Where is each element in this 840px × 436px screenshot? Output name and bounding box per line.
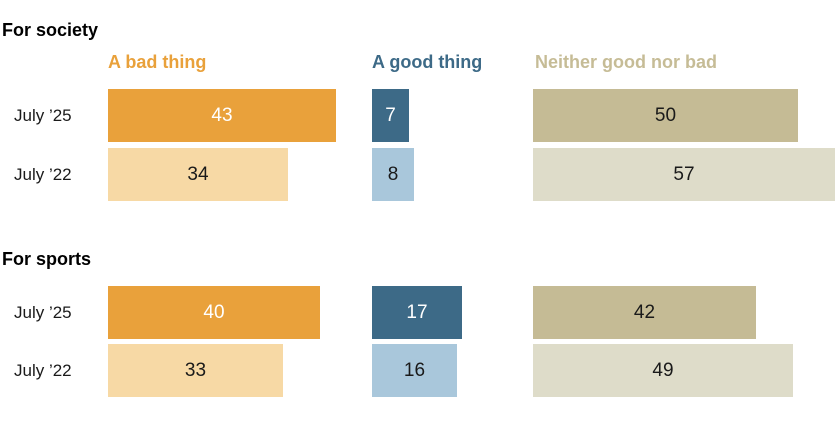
bar-value-label: 57 — [673, 164, 695, 185]
row-label: July ’25 — [14, 302, 72, 322]
row-label: July ’22 — [14, 360, 72, 380]
bar-neither-july22: 49 — [533, 344, 793, 397]
bar-neither-july25: 42 — [533, 286, 756, 339]
bar-value-label: 8 — [387, 164, 399, 185]
bar-good-july25: 7 — [372, 89, 409, 142]
bar-value-label: 40 — [203, 302, 225, 323]
bar-good-july22: 16 — [372, 344, 457, 397]
bar-value-label: 7 — [385, 105, 396, 126]
column-header-neither-good-nor-bad: Neither good nor bad — [535, 52, 717, 72]
column-header-bad-thing: A bad thing — [108, 52, 207, 72]
section-title-sports: For sports — [2, 249, 92, 269]
bar-value-label: 43 — [211, 105, 233, 126]
bar-value-label: 42 — [633, 302, 656, 323]
bar-value-label: 16 — [403, 360, 426, 381]
bar-good-july22: 8 — [372, 148, 414, 201]
bar-value-label: 34 — [187, 164, 209, 185]
bar-bad-july22: 33 — [108, 344, 283, 397]
row-label: July ’25 — [14, 105, 72, 125]
section-title-society: For society — [2, 20, 99, 40]
bar-neither-july22: 57 — [533, 148, 835, 201]
bar-good-july25: 17 — [372, 286, 462, 339]
column-header-good-thing: A good thing — [372, 52, 483, 72]
bar-neither-july25: 50 — [533, 89, 798, 142]
bar-value-label: 49 — [652, 360, 674, 381]
row-label: July ’22 — [14, 164, 72, 184]
bar-bad-july25: 40 — [108, 286, 320, 339]
bar-value-label: 17 — [406, 302, 428, 323]
bar-bad-july22: 34 — [108, 148, 288, 201]
bar-bad-july25: 43 — [108, 89, 336, 142]
bar-value-label: 50 — [654, 105, 677, 126]
bar-value-label: 33 — [184, 360, 207, 381]
